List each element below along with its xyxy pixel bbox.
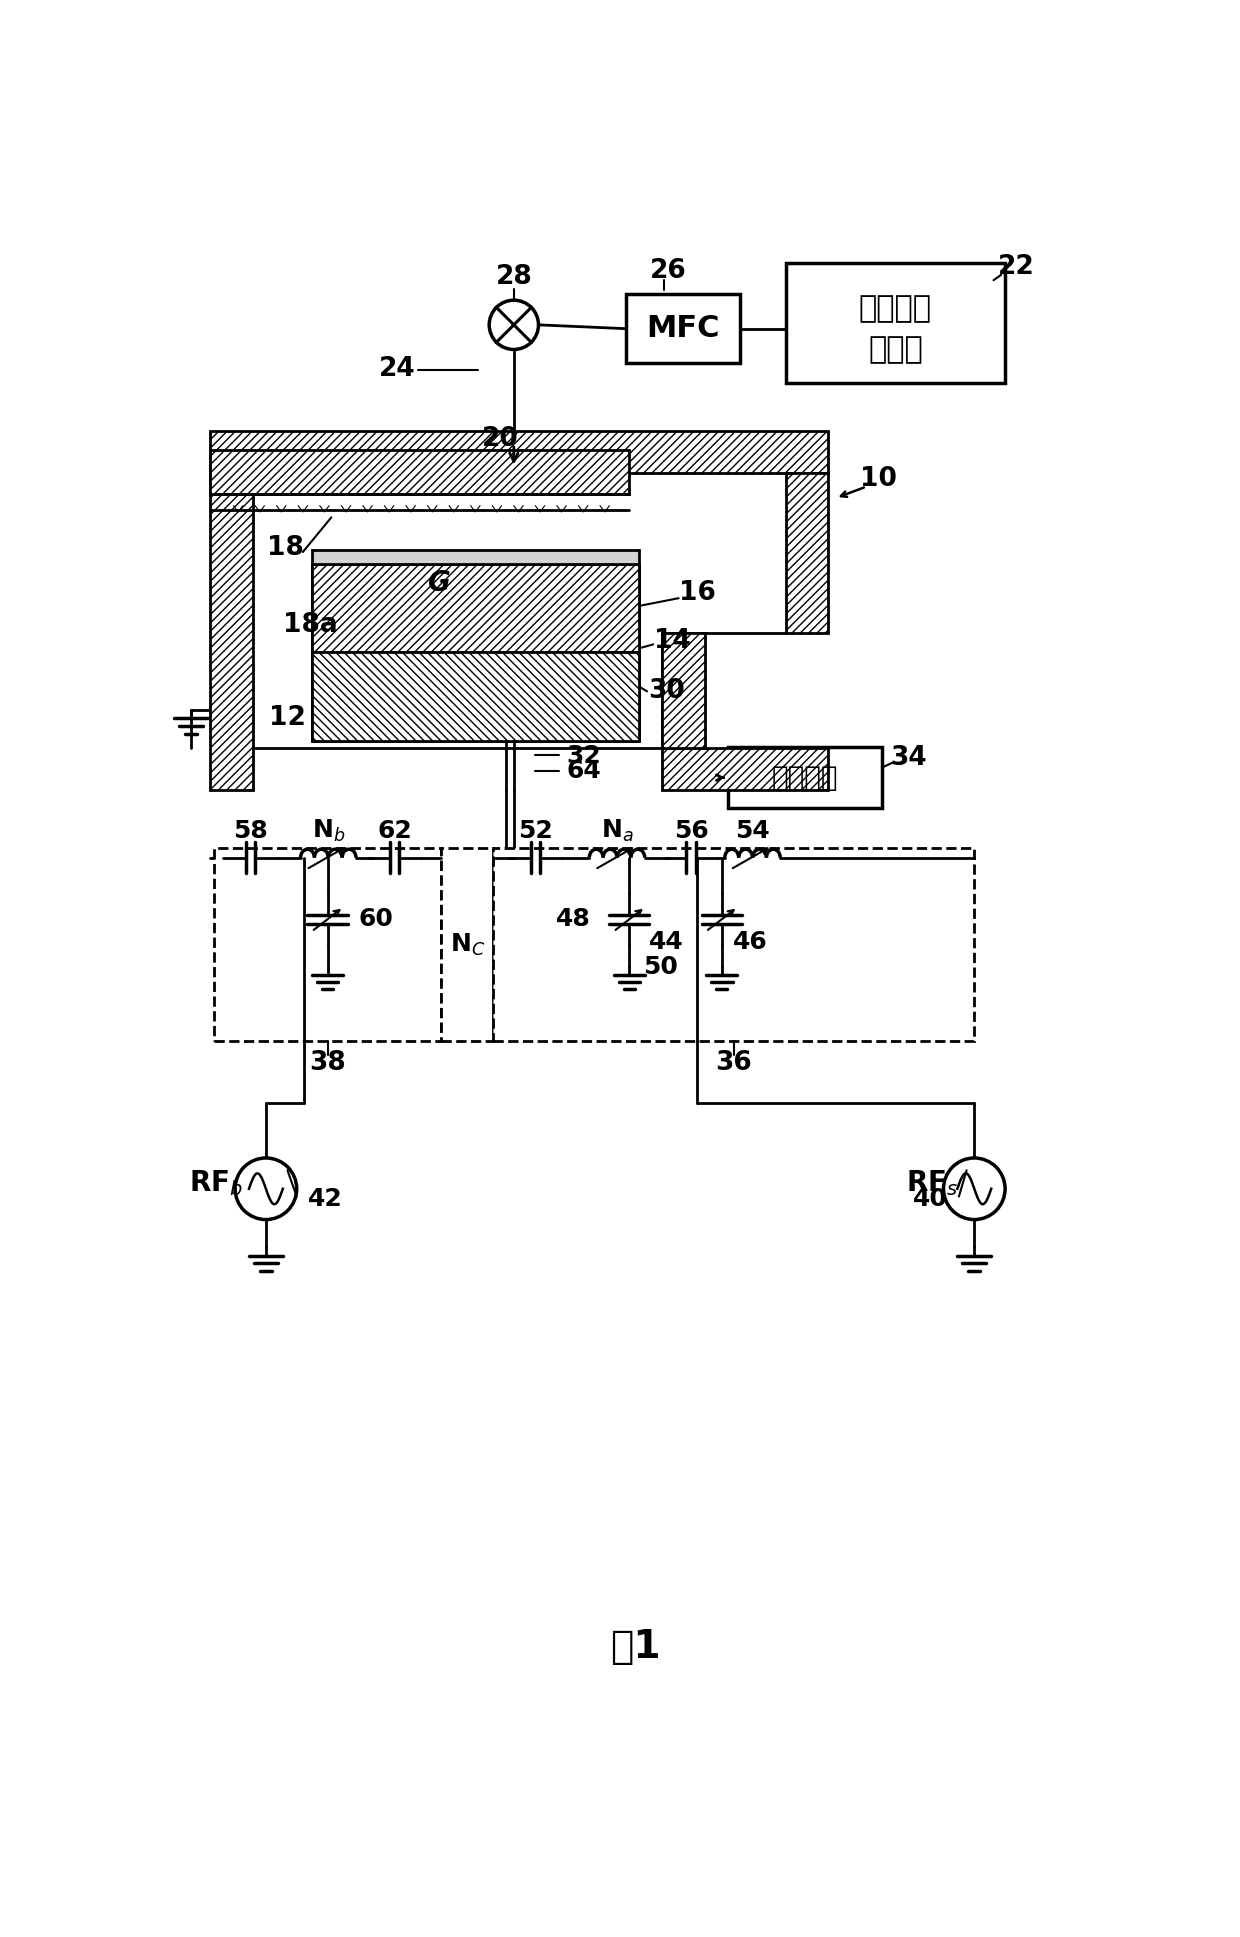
Text: 50: 50 xyxy=(642,955,677,978)
Text: 14: 14 xyxy=(653,628,691,653)
Text: RF$_b$: RF$_b$ xyxy=(188,1168,243,1199)
Text: 22: 22 xyxy=(998,254,1035,281)
Text: N$_C$: N$_C$ xyxy=(450,932,485,957)
Bar xyxy=(786,473,828,633)
Text: 12: 12 xyxy=(269,705,306,730)
Bar xyxy=(312,550,640,564)
Text: 30: 30 xyxy=(649,678,684,703)
Bar xyxy=(662,633,704,748)
Text: 供给源: 供给源 xyxy=(868,335,923,364)
Text: 48: 48 xyxy=(556,907,590,932)
Bar xyxy=(213,848,441,1040)
Bar xyxy=(211,432,828,473)
Text: 58: 58 xyxy=(233,819,268,843)
Text: 20: 20 xyxy=(481,426,518,451)
Text: 图1: 图1 xyxy=(610,1627,661,1666)
Text: G: G xyxy=(428,569,450,597)
Text: 处理气体: 处理气体 xyxy=(859,294,932,323)
Text: 18: 18 xyxy=(267,535,304,562)
Text: N$_a$: N$_a$ xyxy=(600,817,634,845)
Bar xyxy=(312,653,640,740)
Bar xyxy=(662,748,828,790)
Text: 60: 60 xyxy=(358,907,393,932)
Text: 46: 46 xyxy=(733,930,768,955)
Bar xyxy=(441,848,494,1040)
Bar xyxy=(728,748,882,808)
Text: 54: 54 xyxy=(735,819,770,843)
Text: 52: 52 xyxy=(518,819,553,843)
Text: 10: 10 xyxy=(859,465,897,492)
Text: 42: 42 xyxy=(309,1187,343,1211)
Bar xyxy=(211,449,630,494)
Text: 40: 40 xyxy=(913,1187,947,1211)
Bar xyxy=(312,564,640,653)
Text: 32: 32 xyxy=(567,744,601,769)
Text: 44: 44 xyxy=(649,930,683,955)
Text: 18a: 18a xyxy=(283,612,339,637)
Text: 排气装置: 排气装置 xyxy=(771,763,838,792)
Text: 24: 24 xyxy=(378,356,415,382)
Bar xyxy=(211,473,253,790)
Text: N$_b$: N$_b$ xyxy=(311,817,345,845)
Text: 64: 64 xyxy=(567,759,601,783)
Text: 34: 34 xyxy=(890,744,928,771)
Text: MFC: MFC xyxy=(646,314,720,343)
Text: 16: 16 xyxy=(678,579,715,606)
Bar xyxy=(786,263,1006,384)
Bar xyxy=(626,294,740,364)
Text: 36: 36 xyxy=(715,1050,751,1075)
Text: 38: 38 xyxy=(309,1050,346,1075)
Text: 26: 26 xyxy=(650,258,686,285)
Text: 56: 56 xyxy=(673,819,708,843)
Text: RF$_s$: RF$_s$ xyxy=(905,1168,959,1199)
Text: 62: 62 xyxy=(377,819,412,843)
Text: 28: 28 xyxy=(496,263,532,291)
Bar xyxy=(494,848,975,1040)
